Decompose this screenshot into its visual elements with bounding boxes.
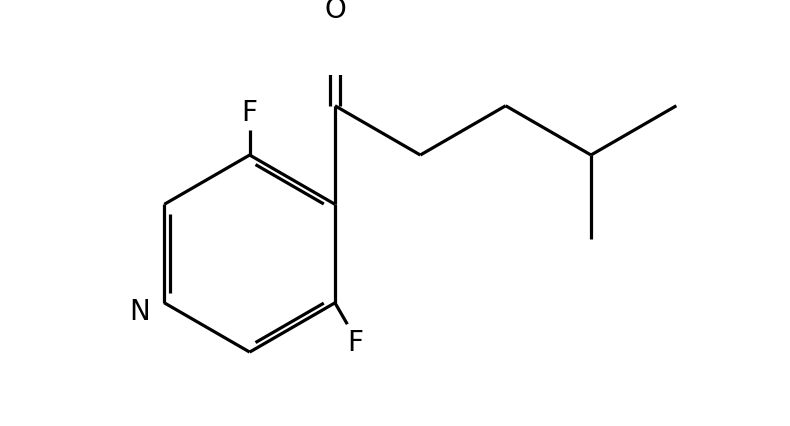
Text: O: O: [324, 0, 346, 24]
Text: N: N: [130, 297, 150, 325]
Text: F: F: [242, 99, 258, 127]
Text: F: F: [348, 328, 363, 357]
